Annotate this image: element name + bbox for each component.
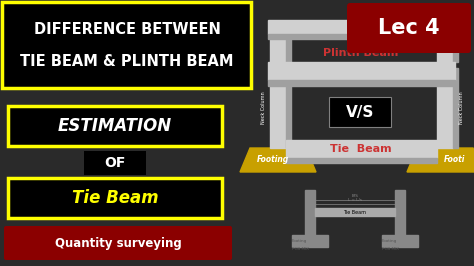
Text: OF: OF [104, 156, 126, 170]
Bar [270, 34, 286, 62]
Bar [286, 68, 291, 148]
FancyBboxPatch shape [8, 178, 222, 218]
Text: Tie Beam: Tie Beam [344, 210, 366, 214]
Text: Tie Beam: Tie Beam [72, 189, 158, 207]
Text: Footing: Footing [382, 239, 397, 243]
Text: Plinth Beam: Plinth Beam [323, 48, 399, 58]
Bar [268, 20, 455, 34]
Bar [268, 34, 455, 39]
Text: PCB MIX: PCB MIX [382, 247, 399, 251]
Text: DIFFERENCE BETWEEN: DIFFERENCE BETWEEN [34, 23, 220, 38]
Bar [437, 34, 453, 62]
Text: Footing: Footing [257, 156, 289, 164]
Bar [305, 190, 315, 235]
Text: L = L/s: L = L/s [348, 198, 362, 202]
Text: Neck Column: Neck Column [262, 92, 266, 124]
FancyBboxPatch shape [2, 2, 251, 88]
Bar [286, 158, 437, 163]
Bar [268, 62, 455, 80]
Text: Tie  Beam: Tie Beam [330, 144, 392, 154]
Polygon shape [407, 148, 474, 172]
FancyBboxPatch shape [329, 97, 391, 127]
FancyBboxPatch shape [347, 3, 471, 53]
Bar [292, 235, 328, 247]
Text: Footing: Footing [292, 239, 307, 243]
Text: Footi: Footi [444, 156, 465, 164]
FancyBboxPatch shape [4, 226, 232, 260]
Bar [382, 235, 418, 247]
Bar [437, 68, 453, 148]
Text: ESTIMATION: ESTIMATION [58, 117, 172, 135]
Text: V/S: V/S [346, 105, 374, 119]
Polygon shape [240, 148, 316, 172]
Bar [270, 68, 286, 148]
Text: Neck Column: Neck Column [459, 92, 465, 124]
Bar [453, 68, 458, 148]
Text: Quantity surveying: Quantity surveying [55, 236, 182, 250]
Text: TIE BEAM & PLINTH BEAM: TIE BEAM & PLINTH BEAM [20, 55, 234, 69]
Bar [395, 190, 405, 235]
Bar [453, 34, 458, 62]
Bar [268, 80, 455, 86]
Bar [286, 140, 437, 158]
Bar [286, 34, 291, 62]
Text: B/S: B/S [352, 194, 358, 198]
Text: Lec 4: Lec 4 [378, 18, 440, 38]
FancyBboxPatch shape [8, 106, 222, 146]
Text: PCB MIX: PCB MIX [292, 247, 309, 251]
Bar [315, 208, 395, 216]
FancyBboxPatch shape [84, 151, 146, 175]
